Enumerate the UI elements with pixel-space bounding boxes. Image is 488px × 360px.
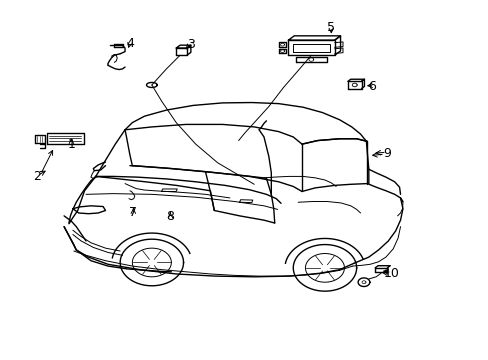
Text: 8: 8 [166, 210, 174, 223]
Text: 5: 5 [326, 21, 335, 34]
Text: 1: 1 [67, 138, 75, 150]
Text: 4: 4 [126, 37, 134, 50]
Text: 6: 6 [367, 80, 375, 93]
Text: 7: 7 [129, 207, 137, 220]
Text: 2: 2 [33, 170, 41, 183]
Text: 9: 9 [382, 147, 390, 159]
Text: 10: 10 [383, 267, 399, 280]
Text: 3: 3 [186, 38, 194, 51]
